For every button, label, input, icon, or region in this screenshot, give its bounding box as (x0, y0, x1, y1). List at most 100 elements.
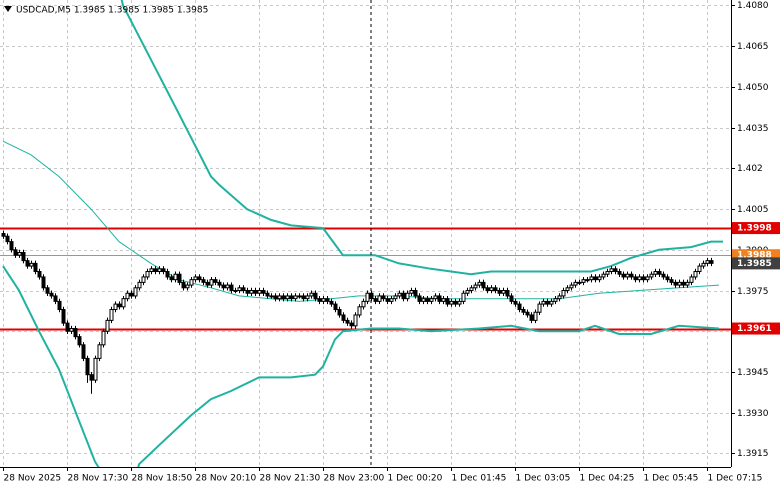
candle-body (25, 260, 30, 267)
candle-body (517, 303, 522, 311)
candle-body (693, 271, 698, 278)
x-tick-label: 28 Nov 2025 (4, 474, 62, 484)
candle-body (493, 287, 498, 292)
candle-body (233, 290, 238, 293)
price-tag (732, 322, 780, 335)
x-tick-label: 1 Dec 03:05 (516, 474, 571, 484)
candle-body (169, 276, 174, 281)
candle-body (213, 279, 218, 283)
candle-body (177, 273, 182, 283)
candle-body (333, 303, 338, 311)
candle-body (561, 290, 566, 297)
plot-area (0, 0, 731, 467)
candle-body (61, 309, 66, 324)
candle-body (697, 265, 702, 273)
candle-body (329, 300, 334, 305)
candle-body (673, 281, 678, 286)
candle-body (449, 300, 454, 305)
candle-body (677, 281, 682, 286)
candle-body (309, 292, 314, 297)
candle-body (293, 295, 298, 300)
candle-body (305, 295, 310, 300)
candle-body (421, 298, 426, 302)
candle-body (77, 336, 82, 346)
y-tick-label: 1.3945 (737, 368, 769, 378)
candle-body (377, 295, 382, 302)
candle-body (73, 328, 78, 338)
axes: 1.4080 1.4065 1.4050 1.4035 1.402 1.4005 1.399… (3, 1, 780, 484)
candle-body (597, 276, 602, 281)
price-tag (732, 222, 780, 235)
y-tick-label: 1.3975 (737, 287, 769, 297)
candle-body (641, 276, 646, 281)
y-tick-label: 1.4050 (737, 83, 769, 93)
candle-body (205, 281, 210, 286)
chart-title: USDCAD,M5 1.3985 1.3985 1.3985 1.3985 (16, 6, 208, 16)
y-tick-label: 1.3915 (737, 449, 769, 459)
candle-body (345, 319, 350, 324)
candle-body (81, 344, 86, 359)
price-tag-label: 1.3961 (737, 324, 772, 334)
candle-body (409, 290, 414, 294)
candle-body (65, 322, 70, 332)
candle-body (605, 271, 610, 275)
candle-body (701, 262, 706, 267)
candle-body (513, 300, 518, 305)
candle-body (653, 271, 658, 275)
candle-body (413, 290, 418, 297)
x-tick-label: 1 Dec 07:15 (708, 474, 763, 484)
candle-body (609, 268, 614, 273)
candle-body (385, 298, 390, 302)
price-tag-label: 1.3998 (737, 224, 772, 234)
candle-body (613, 268, 618, 273)
x-tick-label: 28 Nov 20:10 (196, 474, 257, 484)
candle-body (301, 295, 306, 300)
candle-body (453, 300, 458, 305)
candle-body (281, 295, 286, 300)
candle-body (117, 303, 122, 308)
candle-body (53, 295, 58, 302)
candle-body (541, 300, 546, 305)
candle-body (469, 287, 474, 292)
price-tag-label: 1.3985 (737, 259, 772, 269)
menu-arrow[interactable] (4, 6, 12, 12)
grid (0, 0, 731, 467)
candle-body (445, 298, 450, 305)
y-tick-label: 1.4080 (737, 1, 769, 11)
candle-body (45, 287, 50, 294)
candle-body (197, 276, 202, 281)
candle-body (317, 298, 322, 302)
price-tag (732, 257, 780, 270)
candle-body (373, 298, 378, 302)
candle-body (637, 276, 642, 281)
candle-body (433, 295, 438, 300)
candle-body (357, 306, 362, 316)
candle-body (505, 290, 510, 297)
candle-body (665, 276, 670, 281)
candle-body (401, 292, 406, 300)
candle-body (549, 300, 554, 305)
candle-body (121, 298, 126, 308)
candle-body (257, 290, 262, 294)
candle-body (137, 281, 142, 289)
x-tick-label: 28 Nov 17:30 (68, 474, 129, 484)
candle-body (649, 273, 654, 278)
candle-body (425, 298, 430, 302)
candle-body (617, 271, 622, 275)
candle-body (389, 298, 394, 302)
candle-body (37, 271, 42, 278)
candle-body (229, 284, 234, 292)
candle-body (581, 279, 586, 283)
candle-body (633, 276, 638, 281)
candle-body (17, 252, 22, 256)
candle-body (185, 284, 190, 289)
candle-body (461, 292, 466, 302)
indicator-line (2, 265, 720, 467)
candle-body (173, 273, 178, 281)
candle-body (181, 281, 186, 289)
candle-body (245, 290, 250, 294)
candle-body (437, 295, 442, 302)
candle-body (457, 300, 462, 305)
y-tick-label: 1.4035 (737, 124, 769, 134)
